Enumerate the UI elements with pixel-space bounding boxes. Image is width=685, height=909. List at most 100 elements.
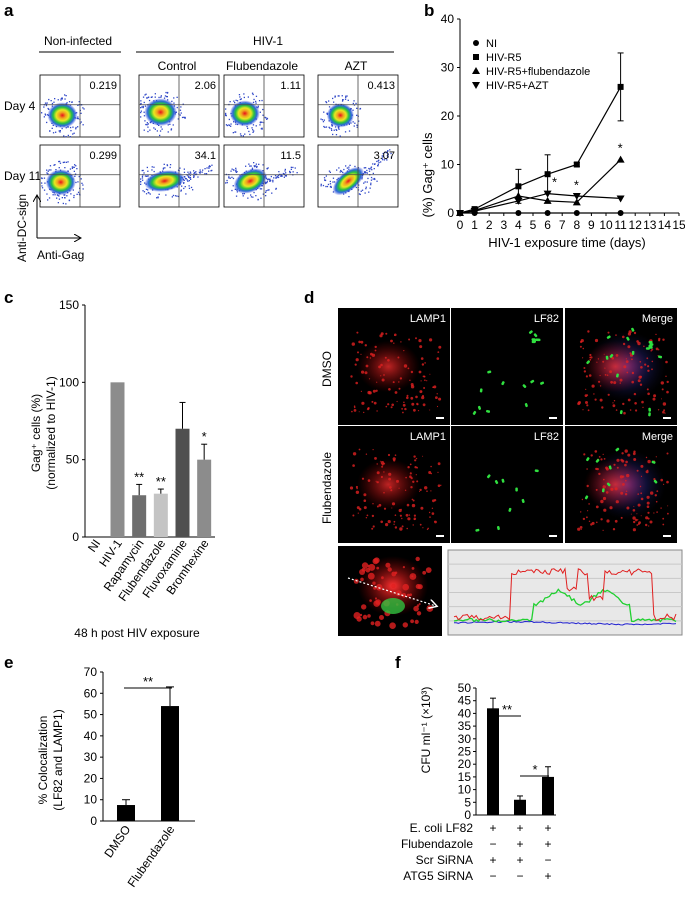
flow-event-dot	[142, 179, 144, 181]
flow-density-blob	[144, 170, 185, 192]
lamp1-puncta	[413, 518, 416, 521]
flow-plot-r2-c2: 34.1	[138, 144, 220, 208]
lamp1-puncta	[625, 490, 628, 492]
flow-event-dot	[63, 194, 65, 196]
flow-event-dot	[265, 117, 267, 119]
zoom-puncta	[361, 604, 367, 610]
flow-event-dot	[59, 131, 61, 133]
lamp1-puncta	[588, 374, 592, 377]
lf82-bacterium	[626, 336, 630, 341]
lamp1-puncta	[354, 363, 357, 366]
lf82-bacterium	[615, 447, 620, 452]
flow-event-dot	[232, 169, 235, 171]
marker-square	[515, 183, 522, 190]
flow-event-dot	[67, 161, 69, 163]
lf82-bacterium	[584, 495, 589, 500]
y-tick-label-f: 25	[458, 745, 472, 759]
flow-event-dot	[181, 116, 184, 119]
flow-event-dot	[146, 175, 148, 177]
lamp1-puncta	[602, 485, 606, 489]
flow-event-dot	[387, 156, 389, 158]
lamp1-puncta	[351, 342, 355, 346]
flow-event-dot	[145, 188, 148, 190]
zoom-puncta	[406, 593, 410, 597]
flow-event-dot	[157, 197, 159, 199]
flow-event-dot	[169, 166, 171, 169]
lamp1-puncta	[666, 390, 669, 394]
flow-event-dot	[171, 100, 173, 102]
lamp1-puncta	[358, 448, 361, 451]
lamp1-puncta	[601, 406, 604, 409]
flow-event-dot	[43, 189, 46, 191]
lamp1-puncta	[591, 521, 595, 525]
lamp1-puncta	[636, 524, 639, 526]
flow-density-blob	[332, 166, 365, 196]
flow-event-dot	[252, 93, 254, 96]
flow-event-dot	[248, 130, 250, 133]
flow-event-dot	[140, 111, 142, 114]
flow-event-dot	[64, 194, 66, 196]
lamp1-puncta	[649, 520, 653, 524]
lamp1-puncta	[385, 523, 389, 527]
flow-event-dot	[161, 128, 163, 130]
lamp1-puncta	[414, 459, 417, 462]
flow-event-dot	[328, 170, 331, 172]
lamp1-puncta	[353, 405, 356, 408]
flow-event-dot	[77, 118, 79, 120]
y-tick-label-e: 60	[84, 686, 98, 700]
lf82-bacterium	[651, 460, 656, 464]
lamp1-puncta	[635, 409, 638, 412]
flow-event-dot	[262, 114, 264, 116]
lamp1-puncta	[360, 340, 364, 344]
lamp1-puncta	[366, 356, 369, 359]
bar-c-3	[153, 493, 168, 537]
flow-event-dot	[290, 168, 292, 170]
marker-square	[473, 54, 479, 60]
flow-event-dot	[195, 171, 197, 173]
lamp1-puncta	[411, 503, 416, 508]
x-tick-label-b: 1	[471, 218, 478, 232]
lamp1-puncta	[600, 518, 603, 521]
flow-event-dot	[285, 172, 287, 174]
flow-event-dot	[73, 132, 75, 134]
y-tick-label-e: 40	[84, 729, 98, 743]
lf82-bacterium	[475, 528, 480, 532]
flow-event-dot	[70, 130, 72, 132]
zoom-puncta	[369, 599, 372, 602]
flow-event-dot	[266, 179, 269, 181]
flow-event-dot	[176, 106, 178, 109]
flow-event-dot	[262, 108, 264, 111]
lamp1-puncta	[372, 449, 374, 451]
y-tick-label-c: 50	[66, 453, 80, 467]
zoom-puncta	[411, 575, 414, 578]
lamp1-puncta	[660, 507, 662, 509]
flow-event-dot	[166, 96, 168, 98]
micrograph-r2-c1: LAMP1	[338, 426, 450, 543]
flow-event-dot	[283, 176, 285, 178]
quadrant-percentage: 0.413	[367, 80, 395, 92]
flow-event-dot	[160, 126, 162, 128]
flow-event-dot	[328, 106, 331, 108]
lamp1-puncta	[409, 472, 412, 475]
lamp1-puncta	[350, 375, 353, 378]
flow-event-dot	[146, 166, 148, 169]
lamp1-puncta	[583, 367, 586, 369]
lf82-bacterium	[486, 409, 491, 413]
condition-sign-f: −	[489, 837, 496, 851]
flow-event-dot	[253, 191, 255, 194]
channel-label: LF82	[534, 431, 559, 443]
flow-event-dot	[78, 193, 81, 195]
flow-event-dot	[205, 173, 208, 175]
flow-event-dot	[66, 102, 68, 104]
lf82-bacterium	[586, 360, 590, 365]
zoom-puncta	[361, 567, 366, 572]
flow-event-dot	[244, 133, 246, 135]
lf82-bacterium	[609, 353, 614, 358]
quadrant-percentage: 11.5	[280, 150, 301, 162]
header-hiv: HIV-1	[253, 34, 283, 48]
flow-event-dot	[65, 136, 67, 138]
lamp1-puncta	[662, 338, 665, 341]
zoom-puncta	[367, 564, 370, 568]
flow-event-dot	[258, 100, 261, 102]
